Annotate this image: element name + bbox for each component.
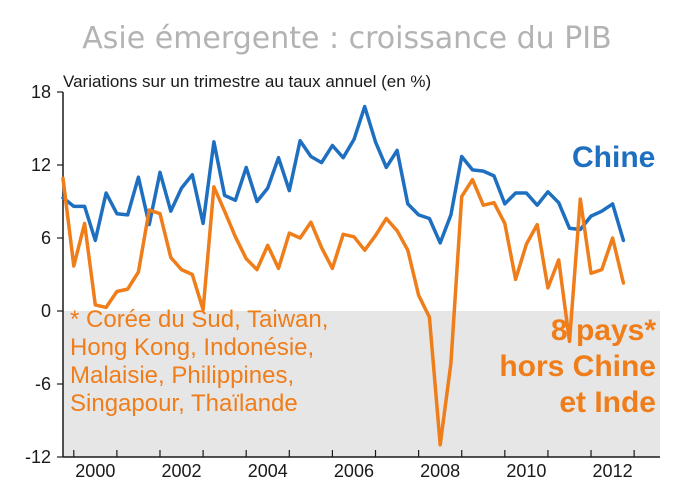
y-tick-label: 0: [41, 301, 51, 321]
series-label-china: Chine: [572, 141, 655, 174]
series-label-others: hors Chine: [499, 350, 656, 383]
footnote-line: * Corée du Sud, Taiwan,: [70, 306, 328, 333]
x-tick-label: 2008: [420, 461, 460, 481]
y-tick-label: 18: [31, 82, 51, 102]
y-tick-label: 12: [31, 155, 51, 175]
series-line-others: [61, 176, 626, 447]
footnote-line: Malaisie, Philippines,: [70, 362, 294, 389]
chart-title: Asie émergente : croissance du PIB: [82, 21, 611, 56]
footnote-line: Hong Kong, Indonésie,: [70, 334, 314, 361]
y-tick-label: -6: [35, 374, 51, 394]
series-lines: [61, 104, 626, 447]
x-tick-label: 2012: [593, 461, 633, 481]
series-line-china: [61, 104, 626, 245]
series-label-others: 8 pays*: [551, 314, 656, 347]
x-tick-label: 2000: [75, 461, 115, 481]
y-tick-label: 6: [41, 228, 51, 248]
axes: [57, 91, 660, 458]
chart-subtitle: Variations sur un trimestre au taux annu…: [63, 72, 431, 91]
x-tick-labels: 2000 2002 2004 2006 2008 2010 2012: [75, 461, 632, 481]
x-tick-label: 2004: [248, 461, 288, 481]
x-tick-label: 2002: [162, 461, 202, 481]
footnote-line: Singapour, Thaïlande: [70, 390, 298, 417]
y-tick-label: -12: [25, 447, 51, 467]
x-tick-label: 2010: [506, 461, 546, 481]
y-tick-labels: 18 12 6 0 -6 -12: [25, 82, 51, 467]
series-label-others: et Inde: [559, 386, 656, 419]
negative-region-shade: [63, 311, 660, 457]
x-tick-label: 2006: [334, 461, 374, 481]
